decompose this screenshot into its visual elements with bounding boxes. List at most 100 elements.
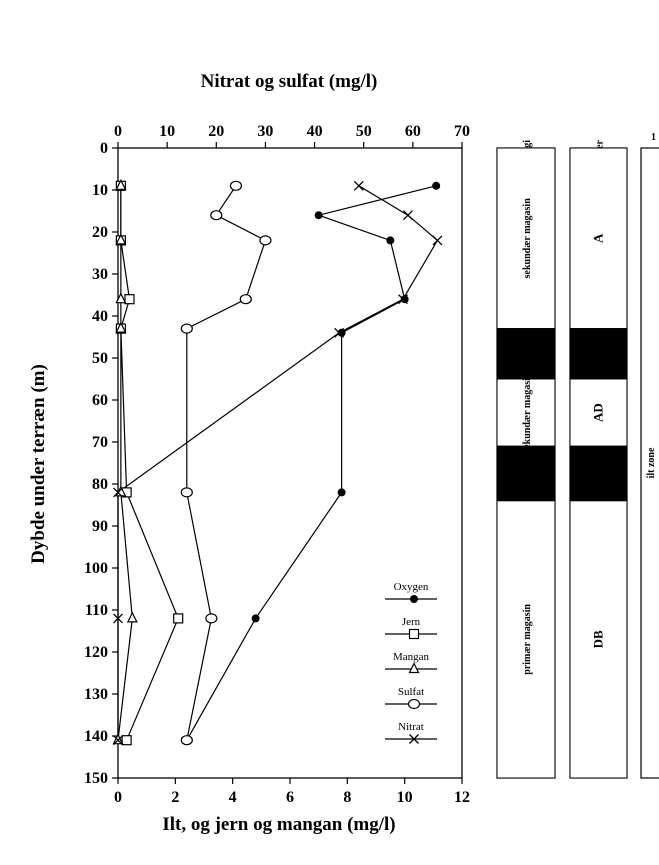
- y-tick-label: 110: [85, 602, 108, 619]
- legend-marker-jern: [408, 628, 420, 640]
- data-point-mangan: [112, 733, 124, 745]
- data-point-mangan: [126, 611, 138, 623]
- top-x-tick-label: 70: [454, 123, 470, 140]
- data-point-sulfat: [210, 210, 223, 221]
- zone-column-label: ilt zone: [646, 447, 657, 478]
- legend-marker-mangan: [408, 662, 420, 674]
- y-tick-label: 60: [92, 392, 108, 409]
- y-tick-label: 50: [92, 350, 108, 367]
- top-x-tick-label: 30: [257, 123, 273, 140]
- legend-label-jern: Jern: [402, 616, 421, 628]
- grundvand-segment-label: AD: [591, 403, 606, 422]
- plot-frame: [117, 147, 463, 779]
- data-point-mangan: [115, 292, 127, 304]
- data-point-nitrat: [113, 613, 123, 624]
- geologi-segment-label: sekundær magasin: [522, 198, 533, 279]
- data-point-sulfat: [229, 180, 243, 191]
- grundvand-segment-label: A: [591, 233, 606, 243]
- bottom-x-tick-label: 10: [397, 789, 413, 806]
- data-point-jern: [173, 613, 184, 624]
- geologi-segment: [496, 328, 556, 380]
- data-point-mangan: [115, 321, 127, 333]
- y-axis-title: Dybde under terræn (m): [28, 364, 49, 564]
- y-tick-label: 70: [92, 434, 108, 451]
- data-point-sulfat: [180, 323, 193, 334]
- data-point-jern: [124, 294, 135, 305]
- grundvand-segment-label: DB: [591, 630, 606, 648]
- data-point-nitrat: [113, 487, 123, 498]
- legend-label-nitrat: Nitrat: [398, 721, 424, 733]
- data-point-oxygen: [314, 211, 323, 220]
- axis-ticks: 0 10 20 30 40 50 60 70 80 90 100 110 120 130 140 150 0 10…: [84, 123, 470, 806]
- geologi-segment: [496, 445, 556, 502]
- data-point-oxygen: [432, 181, 441, 190]
- top-x-tick-label: 10: [159, 123, 175, 140]
- y-tick-label: 120: [84, 644, 108, 661]
- data-point-nitrat: [334, 327, 345, 338]
- y-tick-label: 150: [84, 770, 108, 787]
- bottom-axis-title: Ilt, og jern og mangan (mg/l): [162, 814, 395, 835]
- y-tick-label: 20: [92, 224, 108, 241]
- legend-label-sulfat: Sulfat: [398, 686, 424, 698]
- data-point-mangan: [115, 178, 127, 190]
- data-point-sulfat: [180, 735, 193, 746]
- bottom-x-tick-label: 2: [171, 789, 179, 806]
- legend: Oxygen Jern Mangan Sulfat Nitrat: [385, 581, 437, 744]
- data-point-oxygen: [251, 614, 260, 623]
- legend-marker-oxygen: [410, 595, 418, 603]
- data-point-mangan: [115, 233, 127, 245]
- data-point-nitrat: [113, 735, 123, 746]
- zone-column-frame: [640, 147, 659, 779]
- y-tick-label: 40: [92, 308, 108, 325]
- legend-label-mangan: Mangan: [393, 651, 430, 663]
- y-tick-label: 0: [100, 140, 108, 157]
- series-line-oxygen: [186, 185, 437, 741]
- top-axis-title: Nitrat og sulfat (mg/l): [201, 71, 378, 92]
- y-tick-label: 90: [92, 518, 108, 535]
- top-x-tick-label: 60: [405, 123, 421, 140]
- y-tick-label: 140: [84, 728, 108, 745]
- data-point-oxygen: [386, 236, 395, 245]
- data-point-oxygen: [337, 488, 346, 497]
- geologi-segment: [496, 147, 556, 330]
- y-tick-label: 80: [92, 476, 108, 493]
- bottom-x-tick-label: 6: [286, 789, 294, 806]
- grundvand-segment: [569, 328, 628, 380]
- data-point-nitrat: [398, 294, 408, 305]
- y-tick-label: 130: [84, 686, 108, 703]
- grundvand-segment: [569, 147, 628, 330]
- bottom-x-tick-label: 8: [343, 789, 351, 806]
- series-line-sulfat: [186, 185, 267, 741]
- y-tick-label: 30: [92, 266, 108, 283]
- data-point-oxygen: [400, 295, 409, 304]
- legend-label-oxygen: Oxygen: [394, 581, 429, 593]
- data-point-nitrat: [353, 180, 364, 191]
- grundvand-segment: [569, 500, 628, 779]
- series-line-jern: [120, 185, 179, 741]
- zone-column-title: 1: [651, 132, 656, 143]
- series-markers: [112, 178, 443, 746]
- legend-marker-nitrat: [409, 734, 419, 744]
- geologi-segment: [496, 378, 556, 447]
- data-point-sulfat: [180, 487, 193, 498]
- series-lines: [117, 185, 439, 741]
- y-tick-label: 100: [84, 560, 108, 577]
- grundvand-segment: [569, 445, 628, 502]
- data-point-sulfat: [205, 613, 218, 624]
- legend-marker-sulfat: [407, 698, 421, 710]
- grundvand-segment: [569, 378, 628, 447]
- series-line-nitrat: [117, 185, 439, 741]
- geologi-segment-label: primær magasin: [522, 604, 533, 675]
- y-tick-label: 10: [92, 182, 108, 199]
- data-point-oxygen: [337, 328, 346, 337]
- geologi-segment: [496, 500, 556, 779]
- bottom-x-tick-label: 0: [114, 789, 122, 806]
- top-x-tick-label: 40: [307, 123, 323, 140]
- data-point-jern: [121, 735, 132, 746]
- geologi-segment-label: sekundær magasin: [522, 372, 533, 453]
- data-point-sulfat: [259, 235, 272, 246]
- data-point-nitrat: [432, 235, 443, 246]
- bottom-x-tick-label: 4: [229, 789, 237, 806]
